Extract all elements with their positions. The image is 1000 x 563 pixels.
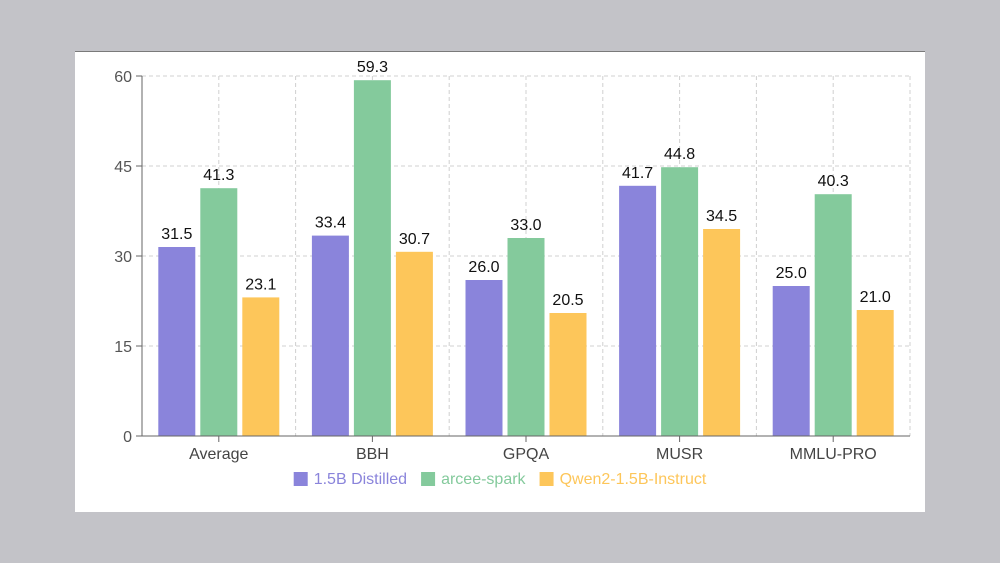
bar [703, 229, 741, 436]
bar [353, 80, 391, 436]
y-tick-label: 0 [123, 429, 132, 446]
data-label: 26.0 [468, 259, 499, 276]
bar [200, 188, 238, 436]
legend-swatch [539, 472, 554, 486]
bar [242, 297, 280, 436]
x-tick-label: MUSR [656, 446, 703, 463]
x-tick-label: Average [189, 446, 248, 463]
data-label: 34.5 [706, 208, 737, 225]
data-label: 40.3 [818, 173, 849, 190]
bars [158, 80, 894, 436]
axes: 0 15 30 45 60 Average BBH GPQA MUSR MMLU-PRO [114, 69, 910, 463]
data-label: 31.5 [161, 226, 192, 243]
data-label: 21.0 [860, 289, 891, 306]
bar [465, 280, 503, 436]
legend-label: Qwen2-1.5B-Instruct [560, 471, 707, 488]
bar [549, 313, 587, 436]
bar [311, 235, 349, 436]
y-tick-label: 30 [114, 249, 132, 266]
data-label: 20.5 [552, 292, 583, 309]
data-label: 25.0 [776, 265, 807, 282]
data-label: 30.7 [399, 231, 430, 248]
y-tick-label: 60 [114, 69, 132, 86]
bar [772, 286, 810, 436]
chart-card: 31.5 41.3 23.1 33.4 59.3 30.7 26.0 33.0 20.5 41.7… [75, 51, 925, 512]
data-label: 23.1 [245, 276, 276, 293]
data-label: 59.3 [357, 59, 388, 76]
bar [814, 194, 852, 436]
x-tick-label: GPQA [503, 446, 550, 463]
bar [856, 310, 894, 436]
y-tick-label: 15 [114, 339, 132, 356]
data-labels: 31.5 41.3 23.1 33.4 59.3 30.7 26.0 33.0 20.5 41.7… [161, 59, 891, 309]
data-label: 33.0 [510, 217, 541, 234]
data-label: 44.8 [664, 146, 695, 163]
data-label: 41.7 [622, 165, 653, 182]
bar [395, 251, 433, 436]
legend-swatch [421, 472, 436, 486]
x-tick-label: MMLU-PRO [790, 446, 877, 463]
data-label: 33.4 [315, 215, 346, 232]
bar [661, 167, 699, 436]
legend: 1.5B Distilled arcee-spark Qwen2-1.5B-Inst… [293, 471, 707, 488]
bar [619, 185, 657, 436]
y-tick-label: 45 [114, 159, 132, 176]
legend-swatch [293, 472, 308, 486]
bar-chart: 31.5 41.3 23.1 33.4 59.3 30.7 26.0 33.0 20.5 41.7… [114, 59, 911, 488]
legend-label: arcee-spark [441, 471, 526, 488]
bar [507, 238, 545, 436]
legend-label: 1.5B Distilled [314, 471, 407, 488]
data-label: 41.3 [203, 167, 234, 184]
x-tick-label: BBH [356, 446, 389, 463]
bar [158, 247, 196, 436]
